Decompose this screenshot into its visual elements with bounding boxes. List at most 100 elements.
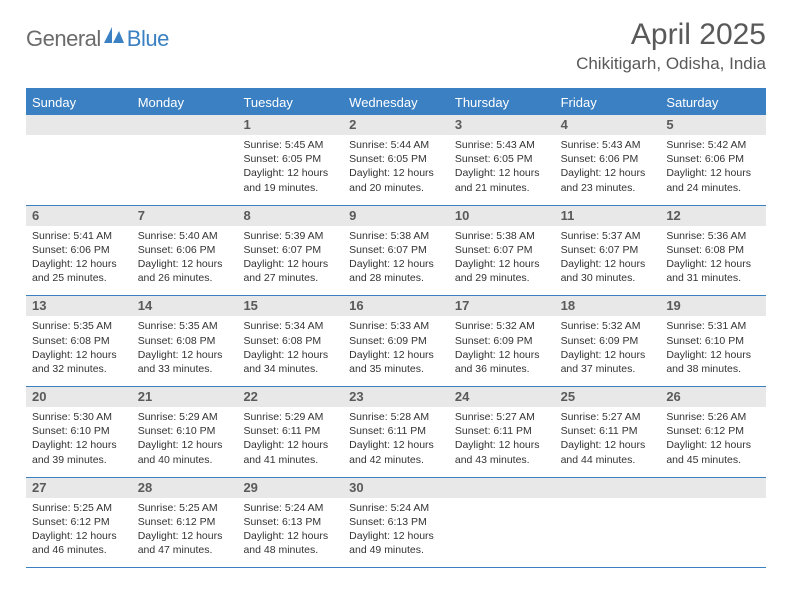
daylight-text-2: and 26 minutes. (138, 271, 232, 285)
daylight-text-1: Daylight: 12 hours (138, 438, 232, 452)
daylight-text-2: and 38 minutes. (666, 362, 760, 376)
daylight-text-1: Daylight: 12 hours (349, 348, 443, 362)
day-header-row: Sunday Monday Tuesday Wednesday Thursday… (26, 90, 766, 115)
page-header: General Blue April 2025 Chikitigarh, Odi… (26, 18, 766, 74)
day-details: Sunrise: 5:42 AMSunset: 6:06 PMDaylight:… (660, 135, 766, 205)
sunset-text: Sunset: 6:06 PM (666, 152, 760, 166)
daylight-text-2: and 30 minutes. (561, 271, 655, 285)
sunrise-text: Sunrise: 5:24 AM (243, 501, 337, 515)
dayhead-monday: Monday (132, 90, 238, 115)
day-details: Sunrise: 5:28 AMSunset: 6:11 PMDaylight:… (343, 407, 449, 477)
day-details: Sunrise: 5:45 AMSunset: 6:05 PMDaylight:… (237, 135, 343, 205)
sunset-text: Sunset: 6:11 PM (455, 424, 549, 438)
day-details: Sunrise: 5:24 AMSunset: 6:13 PMDaylight:… (343, 498, 449, 568)
day-details: Sunrise: 5:35 AMSunset: 6:08 PMDaylight:… (132, 316, 238, 386)
daylight-text-2: and 28 minutes. (349, 271, 443, 285)
dayhead-saturday: Saturday (660, 90, 766, 115)
sunrise-text: Sunrise: 5:27 AM (455, 410, 549, 424)
sunset-text: Sunset: 6:07 PM (561, 243, 655, 257)
sunrise-text: Sunrise: 5:38 AM (349, 229, 443, 243)
logo: General Blue (26, 18, 169, 52)
daylight-text-1: Daylight: 12 hours (243, 438, 337, 452)
day-number: 12 (660, 206, 766, 226)
sunrise-text: Sunrise: 5:37 AM (561, 229, 655, 243)
day-number: 25 (555, 387, 661, 407)
day-number: 14 (132, 296, 238, 316)
day-details: Sunrise: 5:39 AMSunset: 6:07 PMDaylight:… (237, 226, 343, 296)
sunset-text: Sunset: 6:08 PM (666, 243, 760, 257)
day-details: Sunrise: 5:43 AMSunset: 6:05 PMDaylight:… (449, 135, 555, 205)
daylight-text-1: Daylight: 12 hours (349, 257, 443, 271)
sunset-text: Sunset: 6:07 PM (243, 243, 337, 257)
daylight-text-2: and 20 minutes. (349, 181, 443, 195)
calendar-grid: Sunday Monday Tuesday Wednesday Thursday… (26, 88, 766, 568)
calendar-cell: 27Sunrise: 5:25 AMSunset: 6:12 PMDayligh… (26, 478, 132, 568)
daylight-text-1: Daylight: 12 hours (138, 348, 232, 362)
sunrise-text: Sunrise: 5:42 AM (666, 138, 760, 152)
calendar-cell: 29Sunrise: 5:24 AMSunset: 6:13 PMDayligh… (237, 478, 343, 568)
daylight-text-1: Daylight: 12 hours (561, 348, 655, 362)
sunset-text: Sunset: 6:07 PM (349, 243, 443, 257)
day-details: Sunrise: 5:38 AMSunset: 6:07 PMDaylight:… (449, 226, 555, 296)
calendar-cell: 25Sunrise: 5:27 AMSunset: 6:11 PMDayligh… (555, 387, 661, 477)
daylight-text-1: Daylight: 12 hours (243, 529, 337, 543)
calendar-cell: 20Sunrise: 5:30 AMSunset: 6:10 PMDayligh… (26, 387, 132, 477)
sunset-text: Sunset: 6:12 PM (32, 515, 126, 529)
day-number: 16 (343, 296, 449, 316)
location-title: Chikitigarh, Odisha, India (576, 54, 766, 74)
day-details (26, 135, 132, 193)
day-details: Sunrise: 5:35 AMSunset: 6:08 PMDaylight:… (26, 316, 132, 386)
day-details (555, 498, 661, 556)
sunset-text: Sunset: 6:05 PM (455, 152, 549, 166)
calendar-week: 6Sunrise: 5:41 AMSunset: 6:06 PMDaylight… (26, 206, 766, 297)
daylight-text-2: and 21 minutes. (455, 181, 549, 195)
day-details: Sunrise: 5:37 AMSunset: 6:07 PMDaylight:… (555, 226, 661, 296)
calendar-cell: . (555, 478, 661, 568)
day-details: Sunrise: 5:38 AMSunset: 6:07 PMDaylight:… (343, 226, 449, 296)
sunrise-text: Sunrise: 5:25 AM (32, 501, 126, 515)
calendar-cell: 12Sunrise: 5:36 AMSunset: 6:08 PMDayligh… (660, 206, 766, 296)
calendar-cell: 17Sunrise: 5:32 AMSunset: 6:09 PMDayligh… (449, 296, 555, 386)
sunset-text: Sunset: 6:08 PM (32, 334, 126, 348)
dayhead-friday: Friday (555, 90, 661, 115)
sunrise-text: Sunrise: 5:35 AM (138, 319, 232, 333)
sunset-text: Sunset: 6:09 PM (455, 334, 549, 348)
sunset-text: Sunset: 6:12 PM (138, 515, 232, 529)
sunrise-text: Sunrise: 5:38 AM (455, 229, 549, 243)
day-details: Sunrise: 5:24 AMSunset: 6:13 PMDaylight:… (237, 498, 343, 568)
daylight-text-1: Daylight: 12 hours (349, 166, 443, 180)
daylight-text-2: and 39 minutes. (32, 453, 126, 467)
day-number: 13 (26, 296, 132, 316)
sunrise-text: Sunrise: 5:36 AM (666, 229, 760, 243)
calendar-cell: 21Sunrise: 5:29 AMSunset: 6:10 PMDayligh… (132, 387, 238, 477)
calendar-week: 20Sunrise: 5:30 AMSunset: 6:10 PMDayligh… (26, 387, 766, 478)
day-number: . (449, 478, 555, 498)
sunrise-text: Sunrise: 5:32 AM (561, 319, 655, 333)
sunset-text: Sunset: 6:13 PM (349, 515, 443, 529)
sunrise-text: Sunrise: 5:29 AM (243, 410, 337, 424)
sunrise-text: Sunrise: 5:30 AM (32, 410, 126, 424)
daylight-text-2: and 45 minutes. (666, 453, 760, 467)
calendar-cell: . (132, 115, 238, 205)
day-details: Sunrise: 5:33 AMSunset: 6:09 PMDaylight:… (343, 316, 449, 386)
daylight-text-2: and 42 minutes. (349, 453, 443, 467)
calendar-cell: 19Sunrise: 5:31 AMSunset: 6:10 PMDayligh… (660, 296, 766, 386)
day-details: Sunrise: 5:36 AMSunset: 6:08 PMDaylight:… (660, 226, 766, 296)
sunrise-text: Sunrise: 5:26 AM (666, 410, 760, 424)
daylight-text-1: Daylight: 12 hours (32, 438, 126, 452)
daylight-text-2: and 27 minutes. (243, 271, 337, 285)
sunset-text: Sunset: 6:06 PM (561, 152, 655, 166)
day-details: Sunrise: 5:27 AMSunset: 6:11 PMDaylight:… (449, 407, 555, 477)
sunrise-text: Sunrise: 5:27 AM (561, 410, 655, 424)
day-number: 22 (237, 387, 343, 407)
daylight-text-2: and 24 minutes. (666, 181, 760, 195)
daylight-text-2: and 43 minutes. (455, 453, 549, 467)
calendar-week: 13Sunrise: 5:35 AMSunset: 6:08 PMDayligh… (26, 296, 766, 387)
daylight-text-2: and 40 minutes. (138, 453, 232, 467)
daylight-text-1: Daylight: 12 hours (349, 529, 443, 543)
sunrise-text: Sunrise: 5:43 AM (455, 138, 549, 152)
calendar-cell: 30Sunrise: 5:24 AMSunset: 6:13 PMDayligh… (343, 478, 449, 568)
sunset-text: Sunset: 6:05 PM (349, 152, 443, 166)
calendar-cell: 22Sunrise: 5:29 AMSunset: 6:11 PMDayligh… (237, 387, 343, 477)
daylight-text-1: Daylight: 12 hours (455, 257, 549, 271)
